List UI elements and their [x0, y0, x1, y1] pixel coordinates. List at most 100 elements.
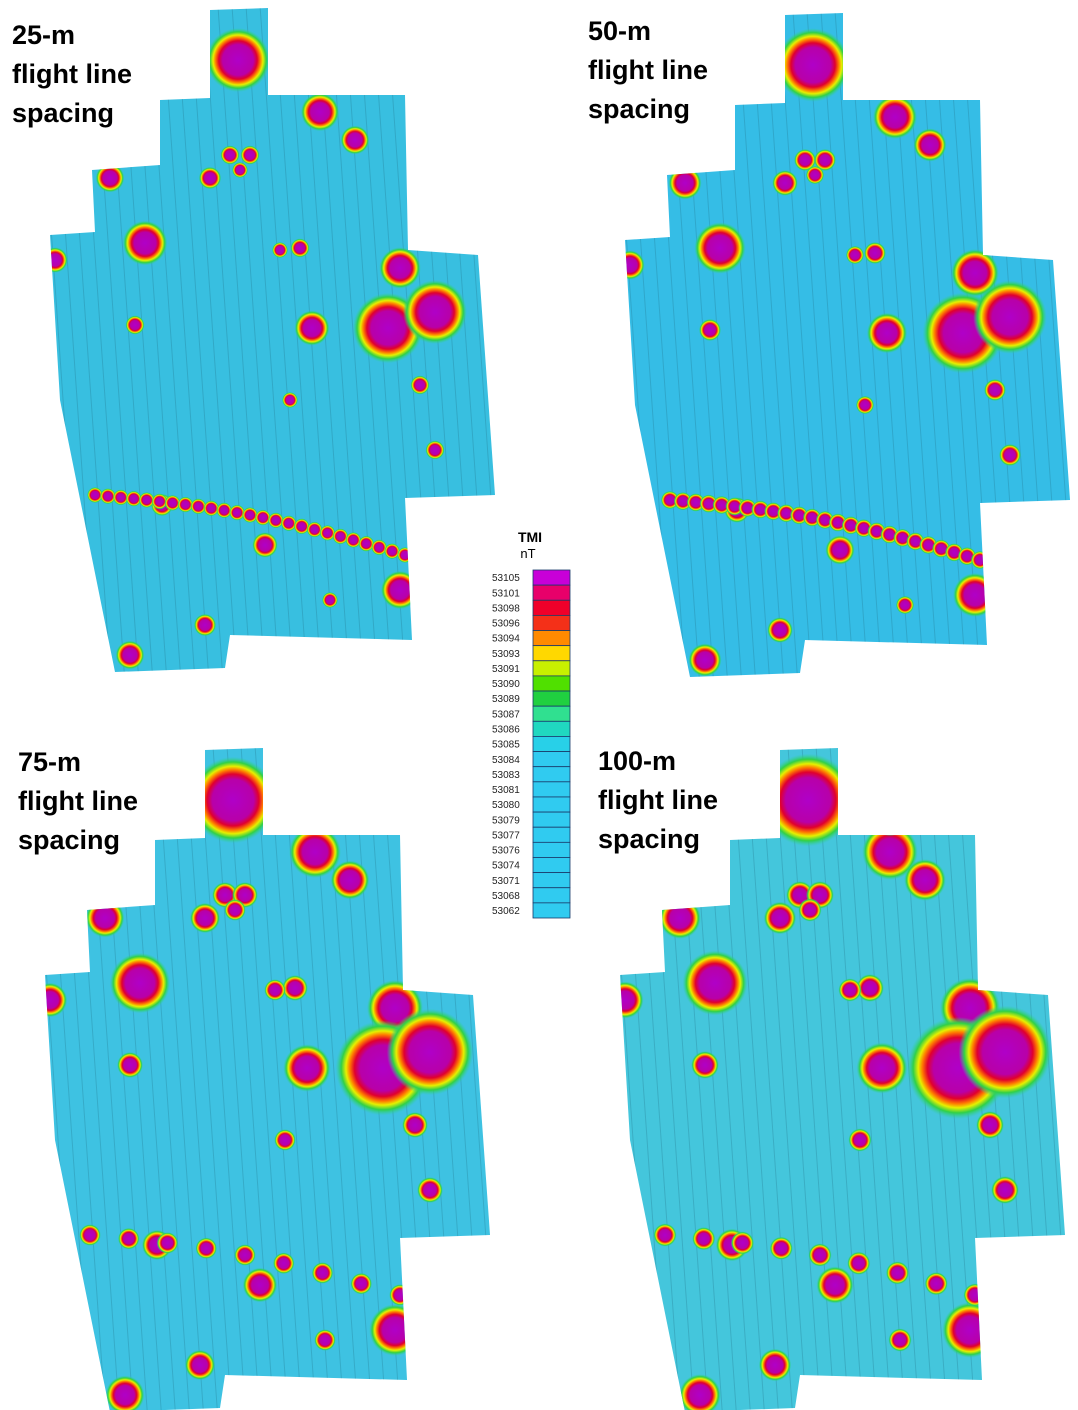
panel-label: flight line	[598, 785, 718, 815]
anomaly	[971, 551, 989, 569]
anomaly	[195, 1237, 217, 1259]
anomaly	[110, 953, 170, 1013]
panel-label: spacing	[12, 98, 114, 128]
anomaly	[770, 1237, 793, 1260]
anomaly	[953, 573, 997, 617]
legend-swatch	[533, 857, 570, 872]
anomaly	[402, 1112, 428, 1138]
legend-label: 53098	[492, 603, 520, 614]
legend-label: 53094	[492, 634, 520, 645]
legend-label: 53080	[492, 800, 520, 811]
anomaly	[808, 1243, 831, 1266]
anomaly	[264, 979, 286, 1001]
anomaly	[847, 1252, 870, 1275]
legend: TMI nT 531055310153098530965309453093530…	[492, 529, 570, 918]
anomaly	[942, 1302, 998, 1358]
anomaly	[410, 375, 429, 394]
anomaly	[289, 826, 341, 878]
legend-label: 53062	[492, 906, 520, 917]
anomaly	[699, 319, 721, 341]
anomaly	[272, 242, 288, 258]
anomaly	[825, 535, 854, 564]
legend-swatch	[533, 570, 570, 585]
anomaly	[157, 1232, 179, 1254]
anomaly	[199, 167, 221, 189]
legend-label: 53105	[492, 573, 520, 584]
legend-label: 53068	[492, 891, 520, 902]
anomaly	[252, 532, 278, 558]
panel-label: spacing	[18, 825, 120, 855]
anomaly	[867, 313, 907, 353]
anomaly	[117, 1052, 143, 1078]
legend-swatch	[533, 797, 570, 812]
panel-label: flight line	[12, 59, 132, 89]
anomaly	[234, 1244, 256, 1266]
legend-label: 53101	[492, 588, 520, 599]
legend-swatch	[533, 676, 570, 691]
panel-label: 50-m	[588, 16, 651, 46]
legend-label: 53081	[492, 785, 520, 796]
legend-label: 53079	[492, 815, 520, 826]
panel-label: 25-m	[12, 20, 75, 50]
anomaly	[224, 899, 246, 921]
anomaly	[886, 1261, 909, 1284]
anomaly	[301, 93, 339, 131]
legend-label: 53084	[492, 755, 520, 766]
anomaly	[873, 95, 917, 139]
anomaly	[314, 1329, 336, 1351]
anomaly	[232, 162, 248, 178]
panel-label: flight line	[588, 55, 708, 85]
legend-label: 53071	[492, 876, 520, 887]
anomaly	[381, 571, 419, 609]
anomaly	[116, 641, 145, 670]
anomaly	[331, 861, 370, 900]
legend-label: 53074	[492, 861, 520, 872]
anomaly	[190, 903, 220, 933]
panel-label: spacing	[588, 94, 690, 124]
anomaly	[125, 315, 144, 334]
legend-label: 53087	[492, 709, 520, 720]
anomaly	[888, 1328, 911, 1351]
legend-label: 53096	[492, 619, 520, 630]
legend-swatch	[533, 585, 570, 600]
anomaly	[379, 247, 421, 289]
anomaly	[79, 1224, 101, 1246]
anomaly	[273, 1252, 295, 1274]
anomaly	[341, 126, 370, 155]
anomaly	[925, 1272, 948, 1295]
anomaly	[118, 1228, 140, 1250]
anomaly	[282, 392, 298, 408]
anomaly	[874, 804, 906, 836]
anomaly	[762, 754, 855, 847]
anomaly	[856, 396, 874, 414]
legend-swatch	[533, 721, 570, 736]
anomaly	[190, 757, 276, 843]
legend-swatch	[533, 661, 570, 676]
legend-swatch	[533, 842, 570, 857]
anomaly	[856, 1042, 907, 1093]
legend-label: 53085	[492, 740, 520, 751]
legend-label: 53090	[492, 679, 520, 690]
legend-label: 53076	[492, 846, 520, 857]
anomaly	[389, 1284, 411, 1306]
anomaly	[976, 1111, 1004, 1139]
anomaly	[767, 617, 793, 643]
legend-swatch	[533, 767, 570, 782]
anomaly	[283, 1044, 331, 1092]
anomaly	[369, 1304, 421, 1356]
anomaly	[913, 128, 946, 161]
anomaly	[816, 1266, 853, 1303]
anomaly	[999, 444, 1021, 466]
anomaly	[274, 1129, 296, 1151]
anomaly	[606, 981, 643, 1018]
legend-title: TMI	[518, 529, 542, 545]
panel-label: 100-m	[598, 746, 676, 776]
anomaly	[963, 1283, 986, 1306]
anomaly	[798, 898, 821, 921]
legend-swatch	[533, 646, 570, 661]
legend-label: 53089	[492, 694, 520, 705]
anomaly	[772, 170, 798, 196]
anomaly	[294, 310, 329, 345]
legend-swatch	[533, 812, 570, 827]
legend-swatch	[533, 736, 570, 751]
